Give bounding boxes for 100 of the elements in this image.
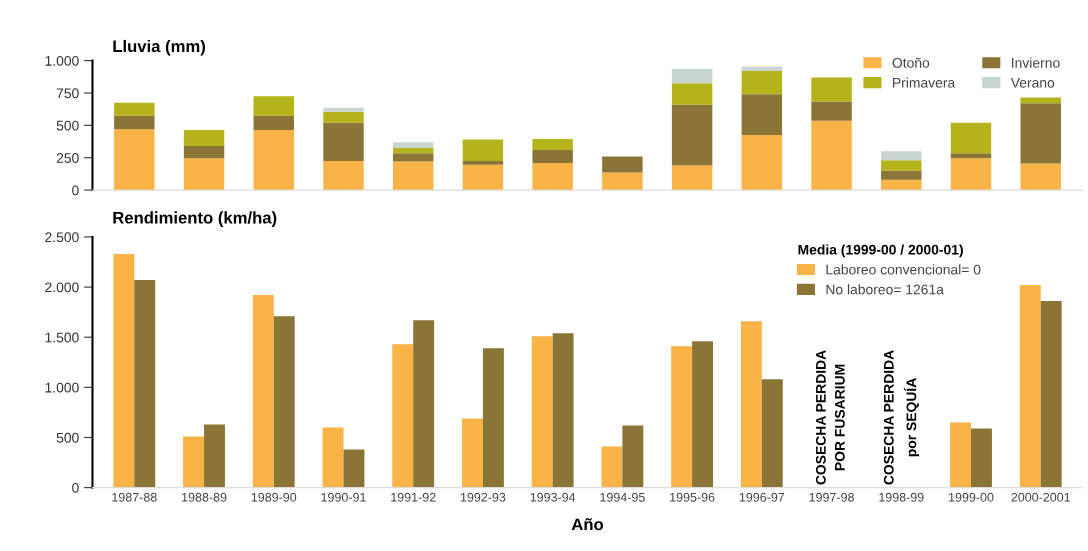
legend-label: Otoño [892, 57, 930, 68]
bar [1020, 163, 1061, 191]
legend-label: No laboreo= 1261a [826, 284, 944, 295]
bar [462, 418, 483, 488]
x-tick-label: 1994-95 [600, 492, 645, 502]
bar [602, 172, 643, 191]
bar [183, 436, 205, 488]
bar [811, 120, 852, 191]
bar [253, 115, 294, 130]
bar [323, 160, 364, 191]
y-tick-label: 750 [56, 88, 79, 99]
bar [113, 253, 135, 488]
bar [881, 160, 922, 171]
bar [532, 149, 573, 163]
bar [1040, 301, 1062, 488]
bar [343, 449, 365, 488]
bar [273, 316, 295, 488]
bar [392, 344, 414, 488]
bar [671, 104, 713, 166]
bar [482, 348, 504, 488]
legend-title: Media (1999-00 / 2000-01) [798, 244, 963, 258]
annotation: COSECHA PERDIDA POR FUSARIUM [815, 350, 845, 485]
bar [462, 164, 504, 191]
y-tick-label: 250 [56, 153, 79, 163]
bar [532, 138, 573, 150]
x-tick-label: 1996-97 [739, 492, 785, 502]
chart-title: Lluvia (mm) [113, 39, 205, 56]
bar [532, 162, 573, 191]
bar [323, 107, 364, 112]
bar [323, 111, 364, 123]
bar [622, 425, 644, 488]
bar [114, 102, 155, 116]
x-tick-label: 1988-89 [182, 492, 227, 502]
y-tick-label: 2.000 [45, 282, 79, 293]
bar [741, 70, 783, 95]
x-tick-label: 1998-99 [879, 492, 924, 502]
bar [392, 161, 434, 191]
bar [671, 165, 713, 191]
bar [741, 135, 783, 191]
bar [741, 66, 783, 71]
bar [950, 153, 992, 159]
bar [692, 341, 714, 488]
bar [252, 295, 274, 488]
bar [740, 321, 762, 488]
bar [392, 148, 434, 154]
y-tick-label: 2.500 [45, 232, 79, 243]
bar [462, 160, 504, 165]
bar [253, 96, 294, 116]
bar [971, 428, 992, 488]
bar [392, 153, 434, 162]
x-tick-label: 1987-88 [112, 492, 157, 502]
y-tick-label: 1.000 [45, 382, 79, 393]
y-tick-label: 0 [72, 482, 79, 493]
bar [183, 158, 225, 191]
bar [950, 158, 992, 191]
bar [761, 379, 783, 488]
legend-label: Verano [1010, 77, 1055, 88]
y-tick-label: 500 [56, 120, 79, 131]
bar [462, 139, 504, 161]
x-tick-label: 1991-92 [391, 492, 436, 502]
x-tick-label: 1999-00 [949, 492, 994, 502]
bar [114, 115, 155, 130]
chart-title: Rendimiento (km/ha) [113, 211, 277, 227]
bar [134, 280, 156, 488]
bar [253, 129, 294, 191]
bar [204, 424, 225, 488]
x-axis-title: Año [571, 518, 604, 531]
x-tick-label: 1995-96 [670, 492, 715, 502]
y-tick-label: 500 [56, 432, 79, 443]
bar [950, 122, 992, 154]
bar [323, 122, 364, 161]
legend-label: Invierno [1012, 57, 1060, 68]
bar [183, 146, 225, 159]
bar [741, 94, 783, 136]
bar [552, 333, 574, 488]
annotation: COSECHA PERDIDA por SEQUÍA [883, 350, 920, 485]
bar [671, 69, 713, 84]
bar [531, 336, 553, 488]
x-tick-label: 2000-2001 [1011, 492, 1071, 502]
bar [392, 142, 434, 149]
x-tick-label: 1990-91 [321, 492, 366, 502]
bar [602, 156, 643, 173]
bar [881, 151, 922, 161]
legend-label: Primavera [893, 77, 956, 88]
legend-label: Laboreo convencional= 0 [826, 264, 981, 275]
x-tick-label: 1992-93 [460, 492, 506, 502]
bar [881, 170, 922, 180]
bar [413, 320, 435, 488]
bar [950, 422, 971, 488]
bar [811, 77, 852, 102]
bar [671, 346, 693, 488]
bar [1019, 285, 1041, 488]
bar [1020, 103, 1061, 164]
bar [322, 427, 344, 488]
bar [671, 83, 713, 105]
bar [114, 129, 155, 191]
bar [811, 101, 852, 121]
x-tick-label: 1989-90 [251, 492, 297, 502]
bar [183, 129, 225, 147]
y-tick-label: 0 [72, 185, 79, 196]
